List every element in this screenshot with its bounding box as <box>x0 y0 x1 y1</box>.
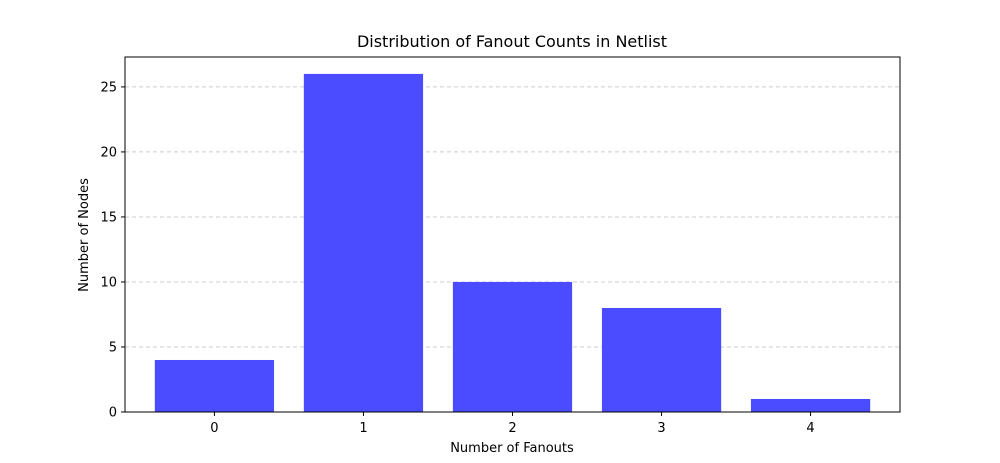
x-tick-label: 3 <box>657 421 665 436</box>
bar-4 <box>750 398 871 412</box>
y-tick-label: 10 <box>100 275 117 290</box>
y-tick-label: 5 <box>109 340 117 355</box>
y-tick-label: 20 <box>100 145 117 160</box>
x-axis-ticks: 0 1 2 3 4 <box>210 412 815 436</box>
bar-2 <box>452 281 573 412</box>
bar-1 <box>303 73 424 413</box>
bar-3 <box>601 307 722 412</box>
bar-0 <box>154 359 275 412</box>
y-axis-label: Number of Nodes <box>77 178 92 292</box>
x-tick-label: 1 <box>359 421 367 436</box>
chart-title: Distribution of Fanout Counts in Netlist <box>357 32 667 51</box>
bars <box>154 73 871 413</box>
y-tick-label: 0 <box>109 406 117 421</box>
x-tick-label: 0 <box>210 421 218 436</box>
x-tick-label: 2 <box>508 421 516 436</box>
y-tick-label: 25 <box>100 80 117 95</box>
x-axis-label: Number of Fanouts <box>450 441 574 456</box>
y-axis-ticks: 0 5 10 15 20 25 <box>100 80 125 421</box>
y-tick-label: 15 <box>100 210 117 225</box>
x-tick-label: 4 <box>806 421 814 436</box>
